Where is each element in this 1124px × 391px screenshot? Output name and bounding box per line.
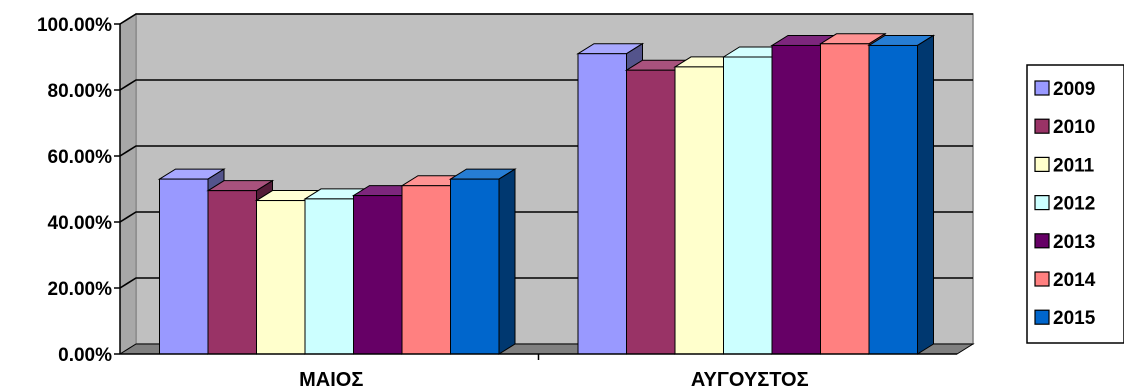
legend-item: 2011 [1034,155,1095,176]
legend-swatch [1034,271,1050,287]
legend-label: 2015 [1053,308,1096,329]
legend-label: 2013 [1053,232,1095,253]
side-wall [119,13,137,355]
bar [448,168,517,355]
legend-swatch [1034,156,1050,172]
legend-label: 2010 [1053,117,1095,138]
legend-item: 2010 [1034,117,1095,138]
legend-swatch [1034,80,1050,96]
legend-label: 2012 [1053,194,1095,215]
bar [867,34,936,355]
legend-item: 2015 [1034,308,1096,329]
x-tick-label: ΑΥΓΟΥΣΤΟΣ [691,369,809,391]
y-tick-label: 80.00% [48,81,113,102]
legend-swatch [1034,233,1050,249]
y-tick-label: 100.00% [37,15,112,36]
x-tick-label: ΜΑΙΟΣ [299,369,363,391]
legend-swatch [1034,309,1050,325]
axes: 0.00% 20.00% 40.00% 60.00% 80.00% 100.00% ΜΑΙΟ… [37,15,957,391]
legend-swatch [1034,195,1050,211]
y-tick-label: 60.00% [48,147,113,168]
legend-item: 2014 [1034,270,1096,291]
bars [157,32,936,355]
legend: 2009 2010 2011 2012 2013 2014 2015 [1026,64,1124,344]
legend-label: 2014 [1053,270,1096,291]
y-tick-label: 0.00% [58,345,112,366]
y-tick-label: 20.00% [48,279,113,300]
legend-swatch [1034,118,1050,134]
legend-item: 2009 [1034,79,1095,100]
gridline [119,13,973,25]
legend-item: 2013 [1034,232,1095,253]
legend-label: 2009 [1053,79,1095,100]
legend-item: 2012 [1034,194,1095,215]
legend-label: 2011 [1053,155,1095,176]
y-tick-label: 40.00% [48,213,113,234]
